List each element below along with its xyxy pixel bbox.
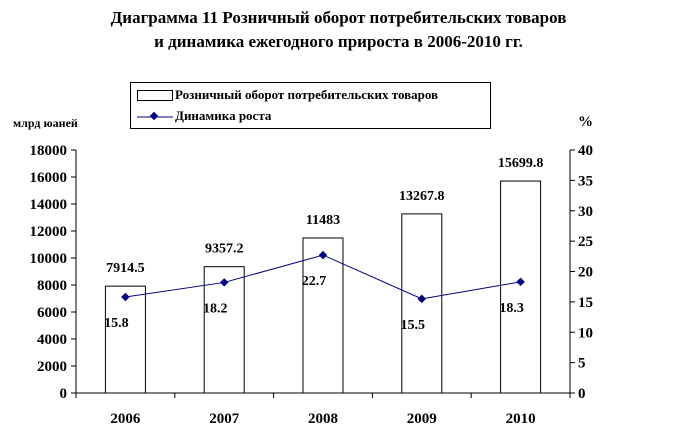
y-right-tick-label: 0: [578, 386, 586, 402]
growth-data-label: 15.8: [104, 316, 129, 331]
y-left-tick-label: 4000: [37, 332, 67, 348]
bar: [500, 180, 542, 394]
growth-point: [219, 278, 229, 287]
legend-item-turnover: Розничный оборот потребительских товаров: [131, 86, 490, 106]
x-tick-label: 2008: [308, 411, 338, 427]
bar-data-label: 13267.8: [399, 189, 445, 204]
growth-point: [121, 292, 130, 302]
y-right-tick-label: 35: [578, 173, 593, 189]
bar: [104, 285, 146, 394]
growth-data-label: 22.7: [302, 274, 327, 289]
legend-swatch-line: [137, 111, 173, 121]
chart-title-line-2: и динамика ежегодного прироста в 2006-20…: [154, 32, 523, 51]
y-left-tick-label: 2000: [37, 359, 67, 375]
bar-data-label: 9357.2: [205, 242, 244, 257]
legend: Розничный оборот потребительских товаров…: [130, 82, 491, 129]
growth-data-label: 18.2: [203, 301, 228, 316]
growth-point: [516, 277, 525, 287]
bar-data-label: 11483: [306, 213, 340, 228]
legend-label-growth: Динамика роста: [175, 108, 272, 123]
y-right-tick-label: 30: [578, 204, 593, 220]
y-right-tick-label: 40: [578, 143, 593, 159]
growth-point: [417, 294, 427, 304]
y-left-tick-label: 14000: [30, 197, 68, 213]
bar-data-label: 15699.8: [498, 156, 544, 171]
y-axis-left-unit: млрд юаней: [13, 116, 78, 130]
growth-data-label: 18.3: [499, 301, 524, 316]
bar: [203, 266, 245, 394]
y-right-tick-label: 10: [578, 325, 593, 341]
x-tick-label: 2010: [506, 411, 536, 427]
growth-point: [318, 250, 328, 260]
y-left-tick-label: 12000: [30, 224, 68, 240]
x-tick-label: 2006: [110, 411, 141, 427]
legend-swatch-bar: [137, 90, 173, 101]
legend-item-growth: Динамика роста: [131, 107, 490, 127]
growth-data-label: 15.5: [401, 318, 426, 333]
y-right-tick-label: 20: [578, 265, 593, 281]
y-right-tick-label: 5: [578, 356, 586, 372]
y-left-tick-label: 0: [60, 386, 68, 402]
y-right-tick-label: 25: [578, 234, 593, 250]
y-left-tick-label: 18000: [30, 143, 68, 159]
chart-title-line-1: Диаграмма 11 Розничный оборот потребител…: [110, 8, 567, 27]
y-left-tick-label: 8000: [37, 278, 67, 294]
x-tick-label: 2007: [209, 411, 240, 427]
bar-data-label: 7914.5: [106, 261, 145, 276]
y-left-tick-label: 6000: [37, 305, 67, 321]
bar: [401, 213, 443, 394]
y-right-tick-label: 15: [578, 295, 593, 311]
y-axis-right-unit: %: [578, 114, 593, 130]
y-left-tick-label: 10000: [30, 251, 68, 267]
y-left-tick-label: 16000: [30, 170, 68, 186]
bar: [302, 237, 344, 394]
x-tick-label: 2009: [407, 411, 437, 427]
legend-label-turnover: Розничный оборот потребительских товаров: [175, 87, 439, 102]
